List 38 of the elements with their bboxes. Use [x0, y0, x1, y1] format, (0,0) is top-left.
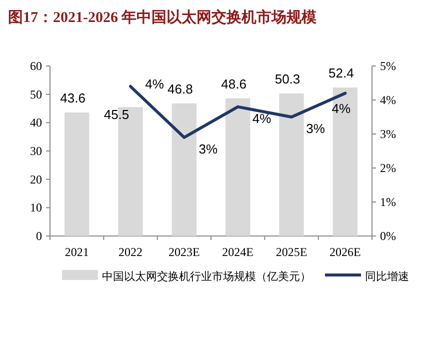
data-label: 45.5 — [104, 107, 130, 122]
data-label: 4% — [332, 101, 351, 116]
y2-tick-label: 5% — [380, 59, 396, 73]
x-tick-label: 2025E — [276, 245, 308, 259]
legend-label: 中国以太网交换机行业市场规模（亿美元） — [102, 270, 311, 283]
x-tick-label: 2024E — [222, 245, 254, 259]
data-label: 43.6 — [60, 90, 86, 106]
y2-tick-label: 4% — [380, 93, 396, 107]
x-tick-label: 2021 — [64, 245, 89, 259]
data-label: 3% — [306, 121, 326, 136]
y2-tick-label: 0% — [380, 229, 396, 243]
x-tick-label: 2022 — [118, 245, 142, 259]
x-tick-label: 2023E — [168, 245, 200, 259]
y-tick-label: 50 — [30, 87, 42, 102]
data-label: 4% — [252, 110, 272, 126]
y-tick-label: 40 — [30, 116, 42, 130]
y2-tick-label: 3% — [380, 127, 396, 141]
data-label: 48.6 — [221, 76, 246, 92]
bar — [225, 98, 250, 236]
y-tick-label: 0 — [36, 229, 42, 243]
chart-title: 图17：2021-2026 年中国以太网交换机市场规模 — [8, 8, 318, 26]
y-tick-label: 30 — [30, 144, 42, 158]
bar — [332, 88, 358, 236]
y-tick-label: 60 — [30, 59, 42, 73]
data-label: 50.3 — [274, 71, 300, 86]
y-tick-label: 10 — [30, 200, 42, 215]
x-tick-label: 2026E — [329, 245, 361, 259]
data-label: 3% — [198, 141, 218, 156]
legend-label: 同比增速 — [365, 270, 409, 283]
bar — [279, 93, 304, 236]
y2-tick-label: 2% — [380, 161, 396, 175]
bar — [172, 103, 197, 236]
y2-tick-label: 1% — [380, 195, 396, 209]
data-label: 46.8 — [168, 81, 193, 96]
data-label: 52.4 — [328, 66, 354, 81]
data-label: 4% — [145, 76, 164, 92]
y-tick-label: 20 — [30, 172, 42, 186]
bar — [64, 112, 90, 236]
